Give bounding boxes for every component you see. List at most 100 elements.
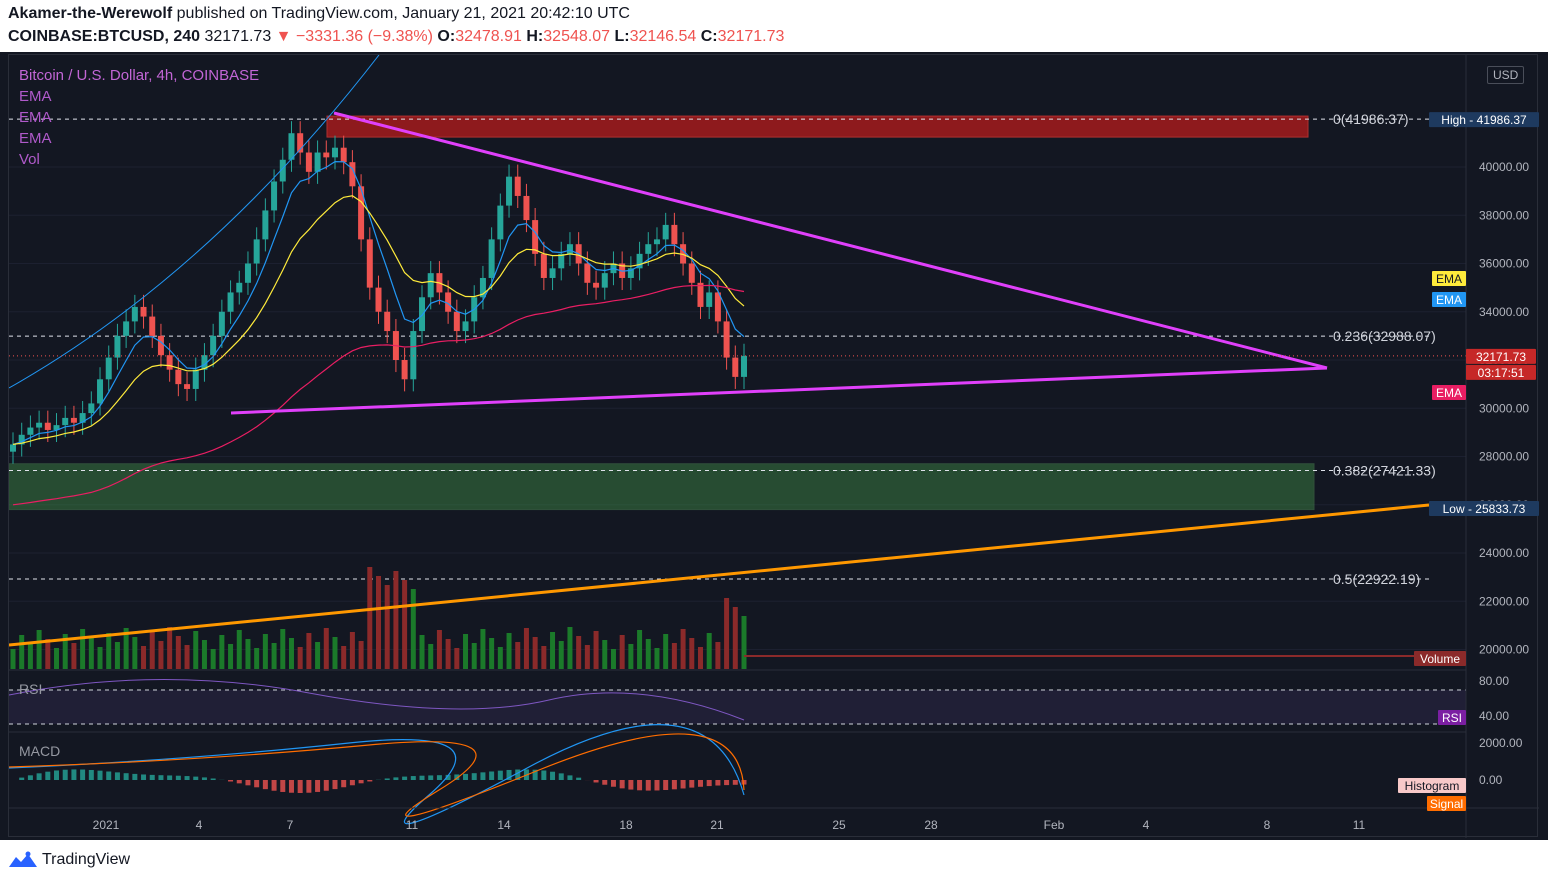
volume-bar bbox=[654, 648, 660, 669]
legend-ema-1[interactable]: EMA bbox=[19, 88, 52, 105]
volume-bar bbox=[506, 633, 512, 669]
candle-body bbox=[105, 357, 112, 380]
macd-histogram-bar bbox=[671, 780, 677, 790]
macd-panel-label[interactable]: MACD bbox=[19, 743, 61, 759]
candle-body bbox=[340, 147, 347, 163]
candle-body bbox=[149, 316, 156, 336]
ema-blue-line bbox=[12, 160, 745, 445]
macd-histogram-bar bbox=[402, 776, 408, 780]
macd-histogram-bar bbox=[88, 769, 94, 780]
signal-line bbox=[9, 733, 745, 817]
ohlc-line: COINBASE:BTCUSD, 240 32171.73 ▼ −3331.36… bbox=[8, 28, 784, 46]
macd-histogram-bar bbox=[680, 780, 686, 789]
volume-bar bbox=[732, 607, 738, 669]
candle-body bbox=[131, 306, 138, 322]
macd-histogram-bar bbox=[341, 780, 347, 788]
volume-bar bbox=[106, 633, 112, 669]
macd-histogram-bar bbox=[149, 774, 155, 780]
volume-bar bbox=[567, 627, 573, 669]
candle-body bbox=[697, 282, 704, 307]
candle-body bbox=[358, 186, 365, 240]
chart-canvas[interactable]: 0(41986.37) 0.236(32988.07) 0.382(27421.33… bbox=[9, 55, 1539, 838]
close-label: C: bbox=[700, 28, 718, 45]
macd-histogram-bar bbox=[114, 772, 120, 780]
histogram-badge: Histogram bbox=[1405, 779, 1460, 793]
time-tick-label: 25 bbox=[832, 818, 846, 832]
macd-histogram-bar bbox=[158, 775, 164, 780]
volume-bar bbox=[428, 644, 434, 669]
volume-bar bbox=[45, 639, 51, 669]
volume-bar bbox=[663, 634, 669, 669]
legend-volume[interactable]: Vol bbox=[19, 151, 40, 168]
candle-body bbox=[532, 220, 539, 254]
volume-bar bbox=[576, 636, 582, 669]
price-tick-label: 40000.00 bbox=[1479, 160, 1529, 174]
candle-body bbox=[540, 253, 547, 278]
rsi-line bbox=[9, 679, 745, 721]
volume-bar bbox=[27, 644, 33, 669]
ema-yellow-line bbox=[12, 195, 745, 445]
macd-histogram-bar bbox=[558, 773, 564, 780]
volume-bar bbox=[228, 644, 234, 669]
candle-body bbox=[601, 273, 608, 288]
macd-histogram-bar bbox=[45, 771, 51, 780]
high-label: H: bbox=[526, 28, 544, 45]
volume-bar bbox=[54, 648, 60, 669]
volume-bar bbox=[201, 640, 207, 669]
time-tick-label: Feb bbox=[1044, 818, 1065, 832]
volume-bar bbox=[523, 628, 529, 669]
legend-ema-2[interactable]: EMA bbox=[19, 109, 52, 126]
volume-badge-bg bbox=[1414, 651, 1466, 666]
macd-histogram-bar bbox=[297, 780, 303, 793]
ema-yellow-badge-bg bbox=[1432, 271, 1466, 286]
ema-blue-badge-bg bbox=[1432, 292, 1466, 307]
macd-histogram-bar bbox=[724, 780, 730, 786]
macd-histogram-bar bbox=[27, 775, 33, 780]
volume-bar bbox=[167, 627, 173, 669]
candle-body bbox=[453, 311, 460, 332]
candle-body bbox=[44, 422, 51, 430]
candle-body bbox=[314, 152, 321, 172]
candle-body bbox=[349, 162, 356, 187]
rsi-tick-label: 40.00 bbox=[1479, 709, 1509, 723]
time-tick-label: 11 bbox=[406, 818, 419, 832]
chart-area[interactable]: 0(41986.37) 0.236(32988.07) 0.382(27421.33… bbox=[8, 54, 1539, 838]
legend-ema-3[interactable]: EMA bbox=[19, 130, 52, 147]
volume-badge: Volume bbox=[1420, 652, 1460, 666]
author-name[interactable]: Akamer-the-Werewolf bbox=[8, 5, 173, 22]
volume-bar bbox=[158, 641, 164, 669]
macd-histogram-bar bbox=[80, 769, 86, 780]
volume-bar bbox=[480, 629, 486, 669]
rsi-panel-label[interactable]: RSI bbox=[19, 681, 43, 697]
macd-histogram-bar bbox=[384, 778, 390, 780]
macd-histogram-bar bbox=[19, 777, 25, 780]
ema-red-badge-bg bbox=[1432, 385, 1466, 400]
candle-body bbox=[366, 239, 373, 288]
candle-body bbox=[636, 253, 643, 269]
tradingview-logo[interactable]: TradingView bbox=[8, 851, 130, 869]
upper-band-line bbox=[9, 55, 380, 389]
currency-badge[interactable]: USD bbox=[1487, 66, 1525, 84]
macd-histogram-bar bbox=[254, 780, 260, 788]
volume-bar bbox=[671, 643, 677, 669]
macd-histogram-bar bbox=[541, 770, 547, 780]
time-tick-label: 8 bbox=[1264, 818, 1271, 832]
volume-bar bbox=[602, 640, 608, 669]
volume-bar bbox=[419, 635, 425, 669]
volume-bar bbox=[175, 636, 181, 669]
candle-body bbox=[723, 321, 730, 358]
macd-histogram-bar bbox=[184, 776, 190, 780]
volume-bar bbox=[323, 628, 329, 669]
volume-bar bbox=[349, 632, 355, 669]
legend-title[interactable]: Bitcoin / U.S. Dollar, 4h, COINBASE bbox=[19, 67, 260, 84]
candle-body bbox=[714, 292, 721, 322]
tradingview-logo-icon bbox=[9, 851, 37, 867]
time-tick-label: 2021 bbox=[93, 818, 120, 832]
macd-histogram-bar bbox=[697, 780, 703, 787]
candle-body bbox=[166, 355, 173, 370]
candle-body bbox=[210, 335, 217, 356]
volume-bar bbox=[680, 629, 686, 669]
macd-histogram-bar bbox=[271, 780, 277, 791]
last-price: 32171.73 bbox=[204, 28, 272, 45]
candle-body bbox=[671, 224, 678, 245]
